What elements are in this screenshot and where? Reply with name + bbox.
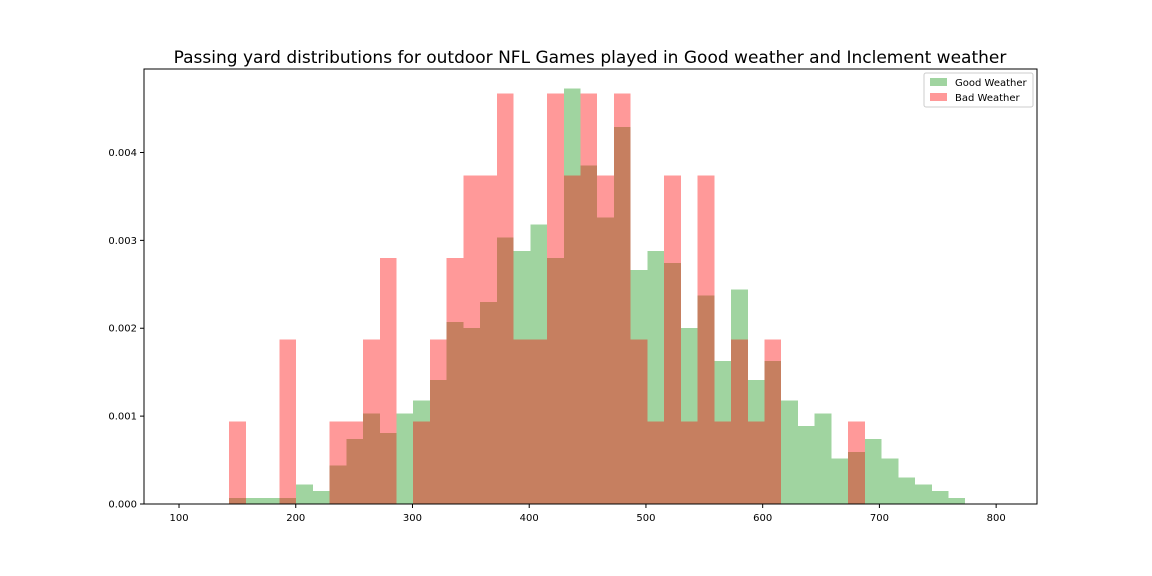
legend-label-good-weather: Good Weather: [955, 78, 1028, 89]
bar-good-weather: [563, 88, 581, 504]
y-tick-label: 0.002: [108, 324, 137, 335]
bar-bad-weather: [664, 175, 681, 505]
x-tick-label: 100: [169, 513, 188, 524]
bar-good-weather: [831, 458, 849, 504]
legend: Good Weather Bad Weather: [923, 72, 1034, 108]
bar-good-weather: [480, 301, 497, 504]
bar-good-weather: [697, 295, 715, 504]
bar-good-weather: [279, 497, 297, 504]
bar-good-weather: [613, 127, 631, 504]
bar-bad-weather: [747, 421, 765, 504]
x-tick-label: 700: [870, 513, 889, 524]
bar-good-weather: [245, 497, 263, 504]
bar-good-weather: [513, 250, 531, 504]
bar-bad-weather: [513, 339, 531, 504]
bar-good-weather: [781, 400, 798, 504]
bar-good-weather: [530, 224, 548, 504]
x-tick-label: 800: [987, 513, 1006, 524]
bar-good-weather: [329, 465, 347, 504]
bar-good-weather: [680, 328, 698, 504]
bar-bad-weather: [714, 421, 732, 504]
bar-bad-weather: [764, 339, 782, 504]
bar-bad-weather: [630, 339, 648, 504]
bar-good-weather: [363, 413, 380, 504]
x-axis: 100 200 300 400 500 600 700 800: [169, 504, 1006, 524]
bar-good-weather: [797, 425, 815, 504]
bar-bad-weather: [848, 421, 865, 504]
bar-bad-weather: [496, 93, 514, 504]
bar-bad-weather: [731, 339, 748, 504]
bar-good-weather: [547, 257, 564, 504]
bar-good-weather: [764, 360, 782, 504]
bar-good-weather: [647, 250, 665, 504]
x-tick-label: 200: [286, 513, 305, 524]
bar-good-weather: [948, 497, 966, 504]
bar-bad-weather: [563, 175, 581, 505]
y-tick-label: 0.000: [108, 500, 137, 511]
bar-bad-weather: [229, 421, 246, 504]
bar-good-weather: [496, 237, 514, 504]
bar-bad-weather: [413, 421, 430, 504]
bar-good-weather: [296, 484, 313, 504]
legend-swatch-bad-weather: [930, 93, 947, 101]
bar-bad-weather: [463, 175, 481, 505]
bar-good-weather: [413, 400, 430, 504]
bar-good-weather: [898, 477, 916, 504]
bar-bad-weather: [680, 421, 698, 504]
bar-bad-weather: [480, 175, 497, 505]
bar-good-weather: [463, 328, 481, 504]
bar-good-weather: [915, 484, 932, 504]
bar-good-weather: [881, 458, 899, 504]
bar-bad-weather: [647, 421, 665, 504]
bar-good-weather: [864, 438, 882, 504]
bar-bad-weather: [597, 175, 614, 505]
bar-good-weather: [731, 289, 748, 504]
x-tick-label: 300: [403, 513, 422, 524]
bar-bad-weather: [329, 421, 347, 504]
bar-good-weather: [429, 380, 447, 504]
bar-bad-weather: [346, 421, 364, 504]
y-tick-label: 0.001: [108, 412, 137, 423]
x-tick-label: 600: [753, 513, 772, 524]
bar-bad-weather: [363, 339, 380, 504]
bar-good-weather: [396, 413, 414, 504]
bar-good-weather: [664, 263, 681, 504]
bar-good-weather: [597, 217, 614, 505]
bar-bad-weather: [580, 93, 598, 504]
bar-bad-weather: [446, 257, 464, 504]
bar-bad-weather: [547, 93, 564, 504]
bar-good-weather: [379, 432, 397, 504]
bar-bad-weather: [697, 175, 715, 505]
legend-swatch-good-weather: [930, 78, 947, 86]
legend-label-bad-weather: Bad Weather: [955, 93, 1021, 104]
bar-bad-weather: [530, 339, 548, 504]
y-tick-label: 0.004: [108, 148, 137, 159]
bar-good-weather: [814, 413, 832, 504]
bar-bad-weather: [429, 339, 447, 504]
y-axis: 0.000 0.001 0.002 0.003 0.004: [108, 148, 144, 511]
x-tick-label: 400: [520, 513, 539, 524]
bar-good-weather: [262, 497, 280, 504]
chart-title: Passing yard distributions for outdoor N…: [174, 48, 1007, 68]
bar-good-weather: [312, 490, 330, 504]
bar-good-weather: [714, 360, 732, 504]
bar-good-weather: [229, 497, 246, 504]
bars-group: [229, 88, 966, 505]
bar-good-weather: [446, 322, 464, 504]
y-tick-label: 0.003: [108, 236, 137, 247]
bar-good-weather: [747, 380, 765, 504]
bar-bad-weather: [613, 93, 631, 504]
bar-good-weather: [580, 165, 598, 504]
bar-good-weather: [346, 438, 364, 504]
x-tick-label: 500: [636, 513, 655, 524]
bar-good-weather: [848, 452, 865, 504]
bar-bad-weather: [279, 339, 297, 504]
bar-bad-weather: [379, 257, 397, 504]
bar-good-weather: [931, 490, 949, 504]
bar-good-weather: [630, 270, 648, 504]
plot-frame: [143, 68, 1038, 505]
legend-box: [923, 72, 1034, 108]
